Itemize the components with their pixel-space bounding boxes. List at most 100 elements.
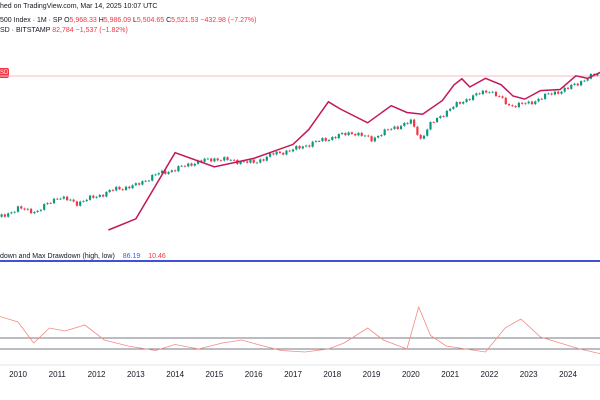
btc-price-badge: SD xyxy=(0,68,9,78)
spx-candle xyxy=(324,138,327,141)
x-tick-label: 2024 xyxy=(559,370,577,379)
spx-candle xyxy=(403,122,406,126)
spx-candle xyxy=(167,171,170,174)
spx-candle xyxy=(291,149,295,152)
btc-symbol: SD · BITSTAMP xyxy=(0,27,51,34)
spx-candle xyxy=(154,174,157,176)
spx-candle xyxy=(576,83,579,86)
spx-candle xyxy=(196,160,200,164)
spx-candle xyxy=(363,135,367,137)
spx-candle xyxy=(360,132,363,136)
x-tick-label: 2012 xyxy=(87,370,106,379)
spx-candle xyxy=(452,106,455,109)
spx-candle xyxy=(183,165,187,167)
spx-candle xyxy=(7,213,10,217)
spx-candle xyxy=(66,196,69,201)
x-tick-label: 2019 xyxy=(362,370,381,379)
spx-candle xyxy=(288,150,291,152)
spx-candle xyxy=(485,90,488,93)
indicator-max-value: 86.19 xyxy=(122,253,141,260)
spx-candle xyxy=(429,122,432,130)
spx-candle xyxy=(563,87,566,92)
spx-candle xyxy=(69,199,72,201)
spx-candle xyxy=(419,134,422,139)
spx-candle xyxy=(180,165,183,167)
spx-candle xyxy=(265,156,268,161)
btc-change: −1,537 (−1.82%) xyxy=(75,27,128,34)
spx-candle xyxy=(26,208,29,210)
spx-candle xyxy=(3,214,7,217)
spx-candle xyxy=(465,99,468,102)
btc-legend[interactable]: SD · BITSTAMP 82,784 −1,537 (−1.82%) xyxy=(0,26,128,35)
spx-candle xyxy=(72,199,75,202)
spx-candle xyxy=(105,191,108,197)
spx-candle xyxy=(357,132,360,136)
published-line: hed on TradingView.com, Mar 14, 2025 10:… xyxy=(0,2,157,11)
x-tick-label: 2023 xyxy=(519,370,538,379)
spx-candle xyxy=(16,206,20,212)
spx-candle xyxy=(524,103,527,105)
spx-candle xyxy=(390,128,393,130)
spx-candle xyxy=(151,174,154,181)
spx-open-label: O xyxy=(64,17,70,24)
spx-candle xyxy=(383,129,386,136)
spx-candle xyxy=(134,183,137,186)
spx-candle xyxy=(164,170,167,174)
spx-candle xyxy=(311,141,314,147)
spx-candle xyxy=(295,146,298,150)
spx-candle xyxy=(187,163,190,167)
spx-candle xyxy=(511,105,514,107)
spx-candle xyxy=(118,186,121,190)
spx-candle xyxy=(239,161,242,164)
btc-line xyxy=(108,71,600,231)
spx-candle xyxy=(327,139,331,141)
spx-candle xyxy=(170,170,173,172)
spx-candle xyxy=(462,101,465,104)
spx-open-value: 5,968.33 xyxy=(69,17,97,24)
x-tick-label: 2010 xyxy=(9,370,27,379)
spx-candle xyxy=(341,133,344,135)
spx-candle xyxy=(435,118,439,123)
spx-candle xyxy=(210,158,213,162)
spx-candle xyxy=(226,157,229,160)
drawdown-line xyxy=(0,305,600,354)
spx-candle xyxy=(203,158,206,162)
spx-candle xyxy=(583,80,586,82)
spx-candle xyxy=(147,180,151,182)
spx-candle xyxy=(354,133,357,136)
spx-candle xyxy=(301,146,304,149)
spx-candle xyxy=(275,151,278,155)
spx-candle xyxy=(13,211,16,213)
spx-candle xyxy=(468,99,471,101)
spx-candle xyxy=(223,157,226,161)
spx-candle xyxy=(102,194,105,197)
spx-candle xyxy=(206,158,209,160)
indicator-label: down and Max Drawdown (high, low) xyxy=(0,253,115,260)
spx-candle xyxy=(255,162,259,164)
spx-candle xyxy=(426,129,429,136)
spx-candle xyxy=(88,195,92,200)
spx-candle xyxy=(144,180,147,182)
x-tick-label: 2015 xyxy=(205,370,224,379)
indicator-legend[interactable]: down and Max Drawdown (high, low) 86.19 … xyxy=(0,252,166,261)
spx-legend[interactable]: 500 Index · 1M · SP O5,968.33 H5,986.09 … xyxy=(0,16,256,25)
spx-high-value: 5,986.09 xyxy=(103,17,132,24)
spx-candle xyxy=(308,145,311,147)
spx-candle xyxy=(98,194,101,197)
spx-candle xyxy=(350,132,354,134)
indicator-level-value: 10.46 xyxy=(148,253,166,260)
spx-candle xyxy=(242,161,245,163)
spx-candle xyxy=(422,135,426,139)
spx-candle xyxy=(59,198,62,200)
spx-candle xyxy=(36,210,39,212)
spx-candle xyxy=(471,95,475,101)
spx-candle xyxy=(530,101,534,105)
spx-candle xyxy=(396,126,399,129)
spx-candle xyxy=(570,84,573,89)
spx-candle xyxy=(259,159,262,163)
spx-candle xyxy=(229,159,232,161)
spx-candle xyxy=(232,159,236,161)
spx-close-value: 5,521.53 xyxy=(171,17,199,24)
spx-candle xyxy=(534,101,537,105)
